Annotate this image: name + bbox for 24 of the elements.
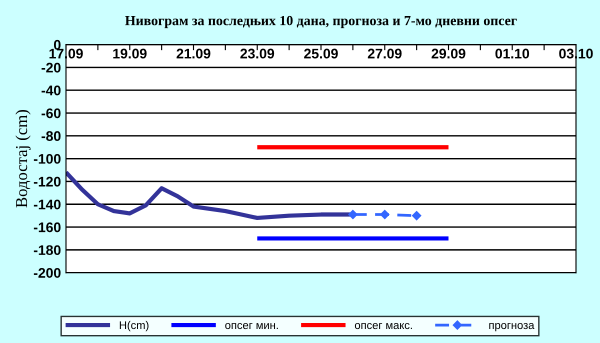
legend-label: опсег мин. — [225, 323, 278, 330]
x-tick-label: 21.09 — [176, 48, 210, 59]
y-tick-label: -100 — [34, 154, 61, 164]
legend-label: прогноза — [489, 323, 534, 332]
x-tick-label: 23.09 — [240, 48, 274, 59]
chart-title: Нивограм за последњих 10 дана, прогноза и 7-мо дневни опсег — [125, 16, 517, 28]
y-tick-label: -60 — [42, 108, 61, 118]
legend-label: H(cm) — [120, 320, 148, 332]
y-tick-label: -80 — [42, 131, 61, 141]
y-tick-label: -20 — [42, 62, 61, 73]
x-tick-label: 01.10 — [495, 48, 530, 59]
y-tick-label: -120 — [34, 176, 61, 187]
y-tick-label: -200 — [34, 268, 61, 278]
x-tick-label: 27.09 — [368, 48, 402, 59]
x-tick-label: 29.09 — [432, 48, 466, 59]
x-tick-label: 25.09 — [304, 48, 338, 59]
y-tick-label: 0 — [54, 40, 61, 50]
y-tick-label: -180 — [34, 245, 61, 256]
y-tick-label: -40 — [42, 86, 61, 96]
y-tick-label: -160 — [34, 222, 61, 232]
legend-label: опсег макс. — [354, 323, 412, 330]
y-axis-title: Водостај (cm) — [15, 110, 31, 208]
x-tick-label: 19.09 — [113, 48, 147, 59]
y-tick-label: -140 — [34, 200, 61, 210]
